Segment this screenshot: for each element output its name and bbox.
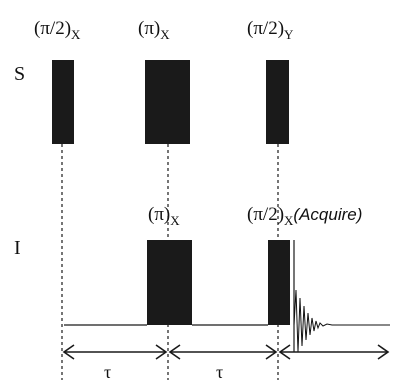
s-pulse-1 [52,60,74,144]
s-pulse-2 [145,60,190,144]
s-pulse-2-label: (π)X [138,18,170,42]
channel-label-i: I [14,237,21,259]
channel-label-s: S [14,63,25,85]
s-pulse-3-label: (π/2)Y [247,18,294,42]
delay-label-2: τ [216,362,223,382]
delay-arrow-2 [168,344,278,360]
i-pulse-1-label: (π)X [148,204,180,228]
acquisition-arrow [278,344,390,360]
delay-arrow-1 [62,344,168,360]
i-pulse-2 [268,240,290,325]
s-pulse-3 [266,60,289,144]
i-pulse-1 [147,240,192,325]
fid-signal [293,289,390,353]
s-pulse-1-label: (π/2)X [34,18,81,42]
i-pulse-2-label: (π/2)X(Acquire) [247,204,362,228]
delay-label-1: τ [104,362,111,382]
